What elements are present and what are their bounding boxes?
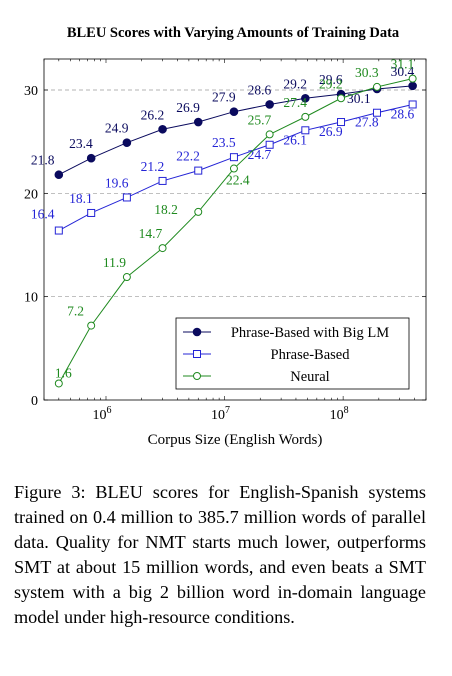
data-point [122,138,132,147]
x-tick-label: 107 [211,405,230,423]
data-label: 24.9 [105,121,129,136]
data-point [229,107,239,116]
data-point [408,81,417,91]
gridlines [44,89,426,298]
data-label: 28.6 [248,82,272,97]
series-layer: 21.823.424.926.2 26.927.9 28.6 29.2 29.630.1… [31,57,417,388]
bleu-chart: BLEU Scores with Varying Amounts of Trai… [24,25,427,448]
data-point [265,130,274,139]
data-point [301,126,310,135]
data-point [408,74,417,83]
y-tick-label: 10 [24,291,38,306]
data-label: 22.4 [226,173,250,188]
data-label: 29.2 [283,76,307,91]
data-label: 27.9 [212,90,236,105]
data-point [193,372,201,380]
data-point [192,327,202,337]
data-label: 29.2 [319,76,343,91]
x-tick-label: 106 [92,405,111,423]
data-point [54,379,63,388]
data-point [54,170,64,180]
data-label: 21.8 [31,153,55,168]
data-label: 30.3 [355,65,379,80]
data-label: 23.5 [212,135,236,150]
legend-entry: Phrase-Based with Big LM [231,325,389,341]
legend: Phrase-Based with Big LM Phrase-Based Neur… [175,317,410,390]
data-label: 14.7 [139,226,163,241]
data-point [265,100,274,109]
data-label: 11.9 [103,255,126,270]
data-label: 23.4 [69,136,93,151]
y-tick-label: 30 [24,84,38,99]
data-label: 26.2 [141,107,165,122]
data-point [265,140,274,149]
data-label: 19.6 [105,175,129,190]
x-axis-label: Corpus Size (English Words) [148,432,323,448]
data-label: 26.9 [176,100,200,115]
data-label: 18.1 [69,191,93,206]
data-label: 22.2 [176,149,200,164]
data-point [301,93,310,103]
data-label: 26.1 [283,132,307,147]
data-point [158,124,167,134]
data-point [86,153,96,163]
data-point [337,94,346,103]
data-label: 18.2 [154,202,178,217]
data-point [194,166,203,175]
data-point [408,100,417,109]
plot-frame [43,58,427,401]
series-2: 1.6 7.2 11.9 14.7 18.2 22.4 25.7 27.4 29.2 30.3 31… [54,57,417,388]
y-tick-label: 0 [31,394,38,409]
data-label: 30.1 [347,91,371,106]
chart-title: BLEU Scores with Varying Amounts of Trai… [67,25,400,41]
data-label: 21.2 [141,159,165,174]
data-point [158,244,167,253]
data-label: 24.7 [248,147,272,162]
data-label: 30.4 [391,64,415,79]
data-point [372,108,381,117]
data-label: 29.6 [319,72,343,87]
data-point [193,350,201,358]
data-point [54,226,63,235]
data-point [193,117,203,127]
data-label: 25.7 [248,112,272,127]
y-tick-label: 20 [24,187,38,202]
series-1: 16.4 18.1 19.6 21.2 22.2 23.5 24.7 26.1 26.9 27.8… [31,100,417,235]
data-label: 27.8 [355,115,379,130]
data-label: 1.6 [55,365,72,380]
data-point [229,153,238,162]
legend-entry: Phrase-Based [271,347,351,363]
x-tick-label: 108 [330,405,349,423]
axes: 0 10 20 30 106 107 108 [24,59,427,423]
data-point [194,207,203,216]
data-point [158,176,167,185]
legend-entry: Neural [290,369,329,385]
data-point [87,321,96,330]
figure-caption: Figure 3: BLEU scores for English-Spanis… [14,482,426,627]
data-label: 16.4 [31,207,55,222]
data-point [122,193,131,202]
data-label: 31.1 [391,57,415,72]
data-point [122,273,131,282]
data-point [301,112,310,121]
data-point [337,118,346,127]
data-point [372,82,381,91]
data-label: 7.2 [67,304,84,319]
data-label: 26.9 [319,124,343,139]
legend-box [175,317,410,390]
data-label: 27.4 [283,95,307,110]
data-point [87,208,96,217]
data-point [229,164,238,173]
data-label: 28.6 [391,106,415,121]
